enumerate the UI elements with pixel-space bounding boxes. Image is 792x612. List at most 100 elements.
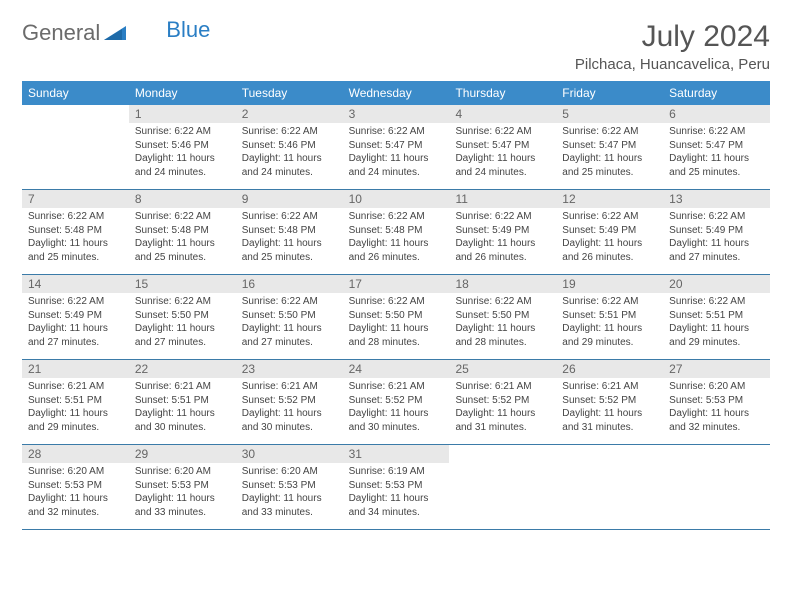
day-number: 23 [236,360,343,378]
sunset-text: Sunset: 5:53 PM [28,479,123,493]
day-number: 6 [663,105,770,123]
sunset-text: Sunset: 5:50 PM [242,309,337,323]
sunset-text: Sunset: 5:50 PM [135,309,230,323]
day-number: 1 [129,105,236,123]
day-content: Sunrise: 6:22 AMSunset: 5:51 PMDaylight:… [663,293,770,353]
day-cell: 31Sunrise: 6:19 AMSunset: 5:53 PMDayligh… [343,445,450,529]
daylight-text: Daylight: 11 hours and 25 minutes. [242,237,337,264]
logo-text-general: General [22,20,100,46]
sunset-text: Sunset: 5:53 PM [349,479,444,493]
weekday-header: Wednesday [343,81,450,105]
day-number: 28 [22,445,129,463]
day-number: 13 [663,190,770,208]
day-content: Sunrise: 6:21 AMSunset: 5:52 PMDaylight:… [236,378,343,438]
weeks-container: 1Sunrise: 6:22 AMSunset: 5:46 PMDaylight… [22,105,770,530]
day-cell: 17Sunrise: 6:22 AMSunset: 5:50 PMDayligh… [343,275,450,359]
day-cell: 24Sunrise: 6:21 AMSunset: 5:52 PMDayligh… [343,360,450,444]
day-number: 11 [449,190,556,208]
day-number: 2 [236,105,343,123]
title-block: July 2024 Pilchaca, Huancavelica, Peru [575,20,770,73]
day-number: 24 [343,360,450,378]
header: General Blue July 2024 Pilchaca, Huancav… [22,20,770,73]
sunrise-text: Sunrise: 6:22 AM [669,125,764,139]
logo-triangle-icon [104,20,126,46]
sunset-text: Sunset: 5:46 PM [135,139,230,153]
weekday-header: Tuesday [236,81,343,105]
day-cell: 25Sunrise: 6:21 AMSunset: 5:52 PMDayligh… [449,360,556,444]
week-row: 28Sunrise: 6:20 AMSunset: 5:53 PMDayligh… [22,445,770,530]
day-content: Sunrise: 6:22 AMSunset: 5:50 PMDaylight:… [129,293,236,353]
sunrise-text: Sunrise: 6:21 AM [349,380,444,394]
daylight-text: Daylight: 11 hours and 30 minutes. [242,407,337,434]
sunrise-text: Sunrise: 6:22 AM [455,295,550,309]
sunset-text: Sunset: 5:51 PM [135,394,230,408]
sunset-text: Sunset: 5:49 PM [455,224,550,238]
sunrise-text: Sunrise: 6:19 AM [349,465,444,479]
month-title: July 2024 [575,20,770,54]
week-row: 7Sunrise: 6:22 AMSunset: 5:48 PMDaylight… [22,190,770,275]
sunrise-text: Sunrise: 6:21 AM [242,380,337,394]
daylight-text: Daylight: 11 hours and 33 minutes. [135,492,230,519]
sunrise-text: Sunrise: 6:22 AM [28,210,123,224]
day-cell: 27Sunrise: 6:20 AMSunset: 5:53 PMDayligh… [663,360,770,444]
day-cell: 14Sunrise: 6:22 AMSunset: 5:49 PMDayligh… [22,275,129,359]
sunrise-text: Sunrise: 6:22 AM [135,125,230,139]
day-content: Sunrise: 6:21 AMSunset: 5:51 PMDaylight:… [22,378,129,438]
daylight-text: Daylight: 11 hours and 28 minutes. [455,322,550,349]
daylight-text: Daylight: 11 hours and 34 minutes. [349,492,444,519]
day-number: 14 [22,275,129,293]
sunset-text: Sunset: 5:48 PM [242,224,337,238]
day-cell [449,445,556,529]
day-cell [556,445,663,529]
weekday-header: Monday [129,81,236,105]
day-content: Sunrise: 6:22 AMSunset: 5:48 PMDaylight:… [236,208,343,268]
daylight-text: Daylight: 11 hours and 28 minutes. [349,322,444,349]
day-content: Sunrise: 6:22 AMSunset: 5:51 PMDaylight:… [556,293,663,353]
daylight-text: Daylight: 11 hours and 27 minutes. [669,237,764,264]
day-number [556,445,663,463]
day-number: 16 [236,275,343,293]
sunrise-text: Sunrise: 6:21 AM [135,380,230,394]
sunset-text: Sunset: 5:52 PM [349,394,444,408]
day-content: Sunrise: 6:21 AMSunset: 5:52 PMDaylight:… [449,378,556,438]
sunset-text: Sunset: 5:52 PM [242,394,337,408]
weekday-header-row: SundayMondayTuesdayWednesdayThursdayFrid… [22,81,770,105]
day-content: Sunrise: 6:22 AMSunset: 5:47 PMDaylight:… [663,123,770,183]
daylight-text: Daylight: 11 hours and 25 minutes. [562,152,657,179]
day-cell: 3Sunrise: 6:22 AMSunset: 5:47 PMDaylight… [343,105,450,189]
calendar: SundayMondayTuesdayWednesdayThursdayFrid… [22,81,770,530]
day-cell [663,445,770,529]
day-number: 3 [343,105,450,123]
day-content: Sunrise: 6:22 AMSunset: 5:50 PMDaylight:… [343,293,450,353]
day-cell: 23Sunrise: 6:21 AMSunset: 5:52 PMDayligh… [236,360,343,444]
day-content: Sunrise: 6:22 AMSunset: 5:50 PMDaylight:… [236,293,343,353]
day-content: Sunrise: 6:22 AMSunset: 5:48 PMDaylight:… [343,208,450,268]
week-row: 1Sunrise: 6:22 AMSunset: 5:46 PMDaylight… [22,105,770,190]
sunset-text: Sunset: 5:48 PM [349,224,444,238]
daylight-text: Daylight: 11 hours and 25 minutes. [669,152,764,179]
day-content: Sunrise: 6:20 AMSunset: 5:53 PMDaylight:… [22,463,129,523]
sunrise-text: Sunrise: 6:22 AM [349,295,444,309]
weekday-header: Thursday [449,81,556,105]
day-number: 12 [556,190,663,208]
sunset-text: Sunset: 5:48 PM [28,224,123,238]
day-number: 30 [236,445,343,463]
day-content: Sunrise: 6:22 AMSunset: 5:49 PMDaylight:… [22,293,129,353]
day-number: 27 [663,360,770,378]
day-number: 18 [449,275,556,293]
sunrise-text: Sunrise: 6:22 AM [349,125,444,139]
sunset-text: Sunset: 5:52 PM [455,394,550,408]
day-content: Sunrise: 6:22 AMSunset: 5:46 PMDaylight:… [236,123,343,183]
day-cell: 21Sunrise: 6:21 AMSunset: 5:51 PMDayligh… [22,360,129,444]
day-content: Sunrise: 6:22 AMSunset: 5:48 PMDaylight:… [129,208,236,268]
sunset-text: Sunset: 5:50 PM [455,309,550,323]
sunset-text: Sunset: 5:49 PM [669,224,764,238]
daylight-text: Daylight: 11 hours and 27 minutes. [135,322,230,349]
day-number: 17 [343,275,450,293]
day-content: Sunrise: 6:21 AMSunset: 5:51 PMDaylight:… [129,378,236,438]
sunrise-text: Sunrise: 6:22 AM [28,295,123,309]
sunset-text: Sunset: 5:49 PM [28,309,123,323]
day-content: Sunrise: 6:22 AMSunset: 5:46 PMDaylight:… [129,123,236,183]
sunrise-text: Sunrise: 6:22 AM [242,125,337,139]
day-cell: 22Sunrise: 6:21 AMSunset: 5:51 PMDayligh… [129,360,236,444]
